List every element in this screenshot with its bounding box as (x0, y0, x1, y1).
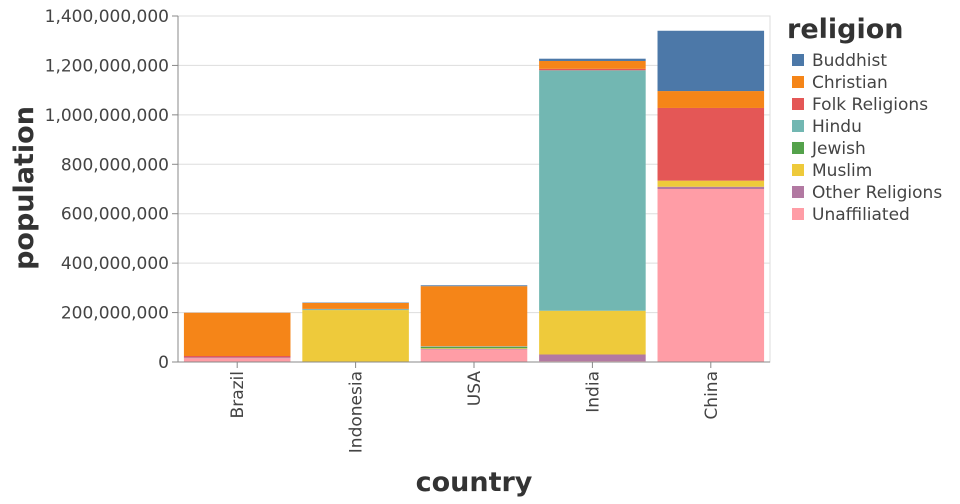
legend-label: Unaffiliated (812, 205, 910, 225)
bar-segment-china-folk-religions (658, 108, 765, 181)
y-axis-title: population (9, 106, 40, 270)
bar-segment-usa-unaffiliated (421, 349, 528, 362)
bar-segment-india-muslim (539, 311, 646, 355)
y-tick-label: 1,200,000,000 (45, 56, 169, 76)
legend-swatch (792, 142, 804, 154)
legend-label: Hindu (812, 117, 862, 137)
bar-segment-china-unaffiliated (658, 189, 765, 362)
legend-swatch (792, 186, 804, 198)
bar-segment-usa-buddhist (421, 285, 528, 286)
bar-segment-indonesia-hindu (302, 309, 409, 310)
y-tick-label: 400,000,000 (61, 254, 169, 274)
bar-segment-brazil-folk-religions (184, 356, 291, 357)
bar-segment-india-other-religions (539, 354, 646, 361)
legend-label: Buddhist (812, 51, 887, 71)
legend-swatch (792, 208, 804, 220)
legend-label: Christian (812, 73, 888, 93)
legend-title: religion (787, 14, 904, 45)
bar-segment-usa-muslim (421, 348, 528, 349)
bar-segment-indonesia-christian (302, 303, 409, 309)
bar-segment-india-christian (539, 61, 646, 69)
bar-segment-usa-christian (421, 286, 528, 346)
legend-label: Jewish (811, 139, 866, 159)
x-tick-label: India (583, 371, 603, 413)
legend-label: Muslim (812, 161, 872, 181)
bar-segment-china-buddhist (658, 31, 765, 91)
bar-segment-india-hindu (539, 70, 646, 310)
bar-segment-india-buddhist (539, 59, 646, 61)
y-tick-label: 200,000,000 (61, 304, 169, 324)
legend-label: Other Religions (812, 183, 942, 203)
legend-swatch (792, 164, 804, 176)
bar-segment-india-folk-religions (539, 69, 646, 70)
x-axis-title: country (416, 467, 533, 498)
y-tick-label: 800,000,000 (61, 155, 169, 175)
x-tick-label: China (702, 371, 722, 420)
bar-segment-usa-jewish (421, 347, 528, 348)
x-tick-label: Brazil (228, 371, 248, 418)
y-tick-label: 0 (158, 353, 169, 373)
bar-segment-china-christian (658, 91, 765, 108)
bar-segment-china-other-religions (658, 187, 765, 189)
x-tick-label: USA (465, 371, 485, 407)
bar-segment-china-muslim (658, 181, 765, 187)
bar-segment-brazil-christian (184, 313, 291, 356)
legend-swatch (792, 120, 804, 132)
y-tick-label: 1,400,000,000 (45, 7, 169, 27)
bar-segment-indonesia-muslim (302, 310, 409, 362)
bar-segment-brazil-unaffiliated (184, 358, 291, 362)
legend-label: Folk Religions (812, 95, 928, 115)
x-tick-label: Indonesia (347, 371, 367, 453)
bar-segment-brazil-other-religions (184, 357, 291, 358)
legend-swatch (792, 54, 804, 66)
legend-swatch (792, 98, 804, 110)
legend-swatch (792, 76, 804, 88)
y-tick-label: 1,000,000,000 (45, 106, 169, 126)
y-tick-label: 600,000,000 (61, 205, 169, 225)
